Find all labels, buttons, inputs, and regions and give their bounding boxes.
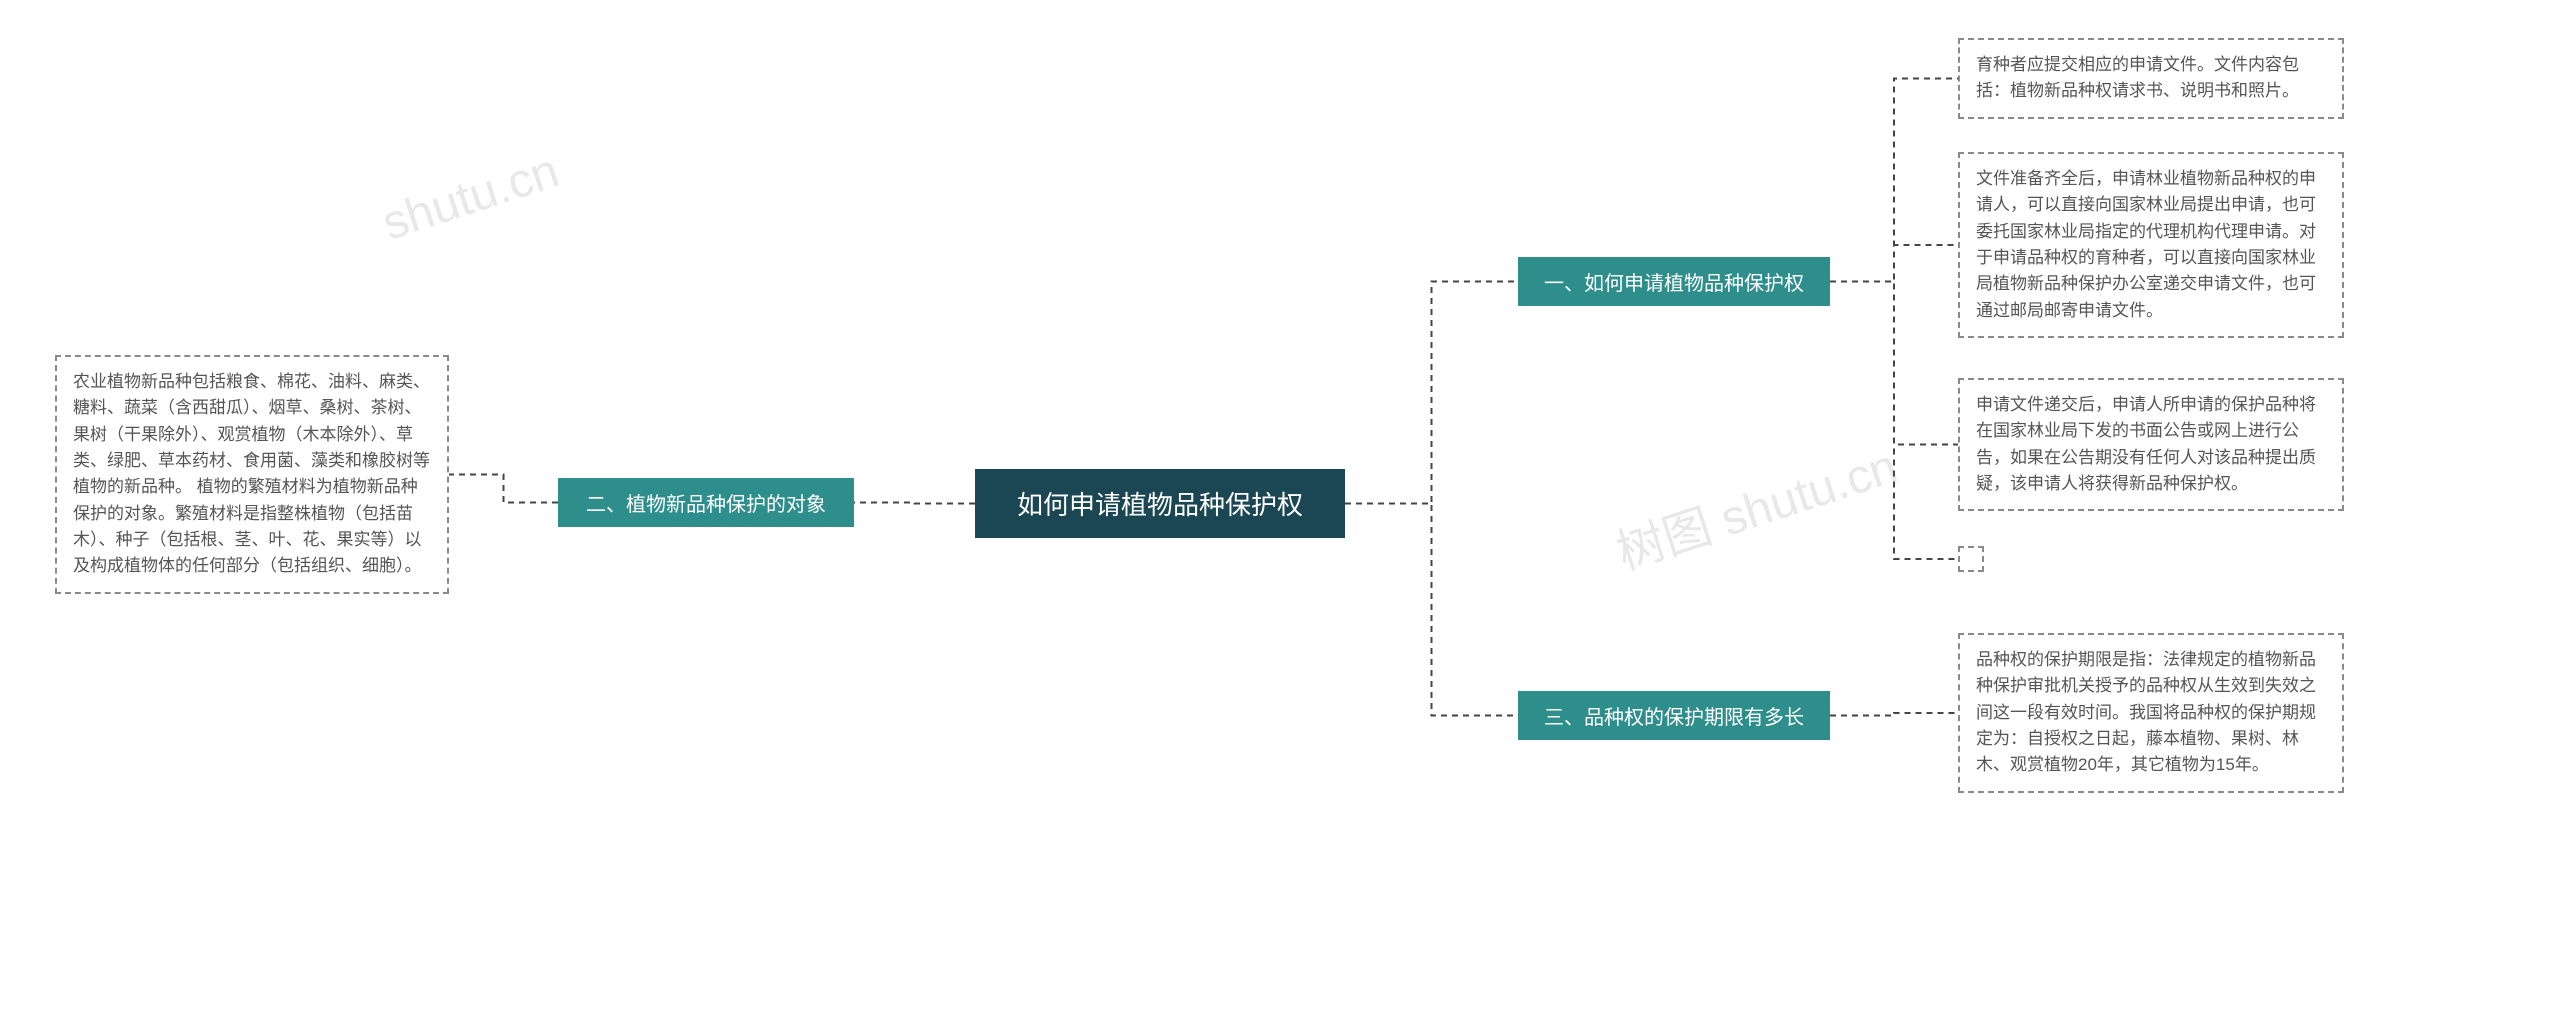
- leaf-2-text: 农业植物新品种包括粮食、棉花、油料、麻类、糖料、蔬菜（含西甜瓜）、烟草、桑树、茶…: [73, 372, 430, 575]
- leaf-2[interactable]: 农业植物新品种包括粮食、棉花、油料、麻类、糖料、蔬菜（含西甜瓜）、烟草、桑树、茶…: [55, 355, 449, 594]
- branch-3-label: 三、品种权的保护期限有多长: [1544, 707, 1804, 729]
- branch-1[interactable]: 一、如何申请植物品种保护权: [1518, 257, 1830, 306]
- leaf-1c[interactable]: 申请文件递交后，申请人所申请的保护品种将在国家林业局下发的书面公告或网上进行公告…: [1958, 378, 2344, 511]
- branch-1-label: 一、如何申请植物品种保护权: [1544, 273, 1804, 295]
- leaf-3-text: 品种权的保护期限是指：法律规定的植物新品种保护审批机关授予的品种权从生效到失效之…: [1976, 650, 2316, 774]
- leaf-3[interactable]: 品种权的保护期限是指：法律规定的植物新品种保护审批机关授予的品种权从生效到失效之…: [1958, 633, 2344, 793]
- branch-2[interactable]: 二、植物新品种保护的对象: [558, 478, 854, 527]
- root-node[interactable]: 如何申请植物品种保护权: [975, 469, 1345, 538]
- leaf-1b-text: 文件准备齐全后，申请林业植物新品种权的申请人，可以直接向国家林业局提出申请，也可…: [1976, 169, 2316, 320]
- leaf-1a-text: 育种者应提交相应的申请文件。文件内容包括：植物新品种权请求书、说明书和照片。: [1976, 55, 2299, 100]
- mindmap-canvas: 如何申请植物品种保护权 一、如何申请植物品种保护权 二、植物新品种保护的对象 三…: [0, 0, 2560, 1023]
- leaf-1a[interactable]: 育种者应提交相应的申请文件。文件内容包括：植物新品种权请求书、说明书和照片。: [1958, 38, 2344, 119]
- branch-3[interactable]: 三、品种权的保护期限有多长: [1518, 691, 1830, 740]
- root-label: 如何申请植物品种保护权: [1017, 490, 1303, 520]
- leaf-1c-text: 申请文件递交后，申请人所申请的保护品种将在国家林业局下发的书面公告或网上进行公告…: [1976, 395, 2316, 493]
- branch-2-label: 二、植物新品种保护的对象: [586, 494, 826, 516]
- leaf-1b[interactable]: 文件准备齐全后，申请林业植物新品种权的申请人，可以直接向国家林业局提出申请，也可…: [1958, 152, 2344, 338]
- leaf-1d-empty[interactable]: [1958, 546, 1984, 572]
